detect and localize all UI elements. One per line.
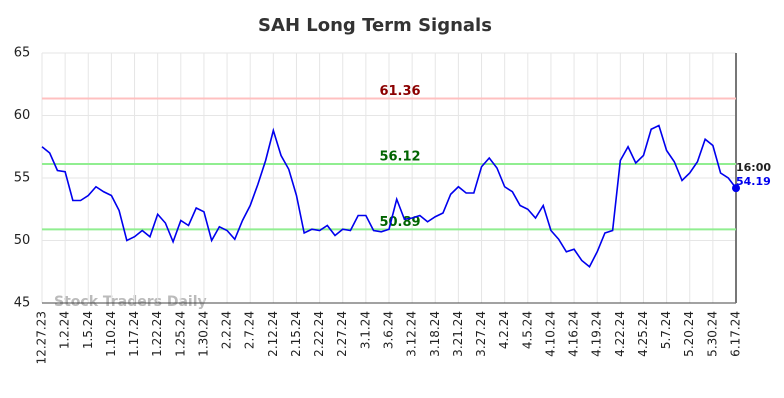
x-tick-label: 5.30.24 [705,311,719,357]
last-point [732,184,740,193]
x-tick-label: 2.15.24 [289,311,303,357]
x-tick-label: 4.22.24 [613,311,627,357]
x-tick-label: 1.25.24 [173,311,187,357]
y-tick-label: 60 [14,108,31,123]
x-tick-label: 12.27.23 [35,311,49,364]
x-tick-label: 4.2.24 [497,311,511,349]
y-tick-label: 45 [14,296,31,311]
level-label: 56.12 [379,150,420,165]
watermark: Stock Traders Daily [54,294,207,310]
x-tick-label: 2.12.24 [266,311,280,357]
price-line [41,124,737,268]
x-tick-label: 1.10.24 [104,311,118,357]
x-tick-label: 4.5.24 [520,311,534,349]
x-tick-label: 1.22.24 [150,311,164,357]
x-tick-label: 3.1.24 [358,311,372,349]
last-value: 54.19 [736,175,771,188]
x-tick-label: 3.18.24 [428,311,442,357]
x-tick-label: 3.27.24 [474,311,488,357]
x-tick-label: 1.5.24 [81,311,95,349]
x-tick-label: 4.25.24 [636,311,650,357]
x-tick-label: 5.7.24 [659,311,673,349]
x-tick-label: 2.22.24 [312,311,326,357]
level-label: 61.36 [379,84,420,99]
x-tick-label: 2.7.24 [243,311,257,349]
chart-title: SAH Long Term Signals [258,15,492,36]
x-tick-label: 4.19.24 [590,311,604,357]
x-tick-label: 1.17.24 [127,311,141,357]
x-tick-label: 4.10.24 [543,311,557,357]
y-tick-label: 50 [14,233,31,248]
y-tick-label: 55 [14,171,31,186]
x-tick-label: 1.2.24 [58,311,72,349]
y-tick-label: 65 [14,46,31,61]
x-tick-label: 5.20.24 [682,311,696,357]
x-tick-label: 3.12.24 [405,311,419,357]
last-time: 16:00 [736,161,771,174]
x-tick-label: 3.21.24 [451,311,465,357]
x-tick-label: 3.6.24 [382,311,396,349]
x-tick-label: 4.16.24 [567,311,581,357]
x-tick-label: 1.30.24 [196,311,210,357]
x-tick-label: 2.2.24 [220,311,234,349]
x-tick-label: 2.27.24 [335,311,349,357]
x-tick-label: 6.17.24 [729,311,743,357]
